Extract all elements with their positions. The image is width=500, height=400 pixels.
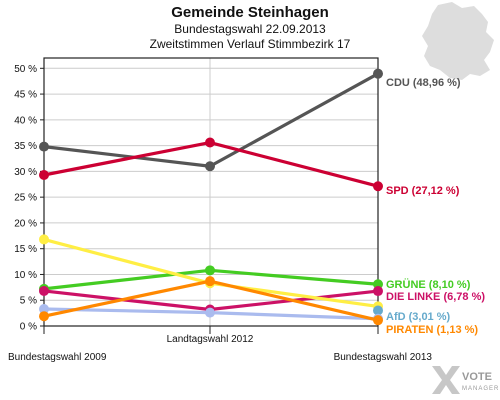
y-tick-label: 50 % <box>14 64 37 75</box>
data-point <box>39 303 49 314</box>
series-end-label: GRÜNE (8,10 %) <box>386 278 471 291</box>
x-tick-label: Landtagswahl 2012 <box>167 334 254 345</box>
chart-subtitle-description: Zweitstimmen Verlauf Stimmbezirk 17 <box>150 37 351 51</box>
data-point <box>39 141 49 152</box>
plot-area: 0 % 5 % 10 % 15 % 20 % 25 % 30 % 35 % 40 % 45 % 50… <box>8 57 485 363</box>
y-tick-label: 35 % <box>14 141 37 152</box>
y-tick-label: 15 % <box>14 244 37 255</box>
series-end-label: AfD (3,01 %) <box>386 311 451 323</box>
y-tick-label: 5 % <box>20 296 37 307</box>
plot-frame <box>43 57 379 327</box>
data-point <box>205 137 215 148</box>
y-tick-label: 45 % <box>14 90 37 101</box>
data-point <box>373 305 383 316</box>
y-tick-label: 0 % <box>20 322 37 333</box>
data-point <box>39 169 49 180</box>
y-tick-label: 30 % <box>14 167 37 178</box>
y-tick-label: 40 % <box>14 115 37 126</box>
data-point <box>373 181 383 192</box>
data-point <box>39 234 49 245</box>
chart-title: Gemeinde Steinhagen <box>171 4 329 21</box>
y-tick-label: 10 % <box>14 270 37 281</box>
series-end-label: SPD (27,12 %) <box>386 185 460 197</box>
logo-x-icon <box>432 366 460 394</box>
series-end-label: DIE LINKE (6,78 %) <box>386 291 485 303</box>
votemanager-logo: VOTE MANAGER <box>432 366 499 394</box>
data-point <box>373 68 383 79</box>
data-point <box>373 286 383 297</box>
chart-subtitle-date: Bundestagswahl 22.09.2013 <box>174 22 326 36</box>
logo-sub-text: MANAGER <box>462 386 499 392</box>
data-point <box>39 285 49 296</box>
series-end-label: CDU (48,96 %) <box>386 77 461 89</box>
data-point <box>373 315 383 326</box>
germany-map-icon <box>422 2 494 80</box>
data-point <box>205 265 215 276</box>
x-tick-label: Bundestagswahl 2013 <box>334 352 433 363</box>
series-end-label: PIRATEN (1,13 %) <box>386 324 478 336</box>
x-tick-label: Bundestagswahl 2009 <box>8 352 107 363</box>
data-point <box>205 161 215 172</box>
logo-main-text: VOTE <box>462 371 492 383</box>
data-point <box>205 307 215 318</box>
y-tick-label: 25 % <box>14 193 37 204</box>
data-point <box>205 276 215 287</box>
y-tick-label: 20 % <box>14 218 37 229</box>
data-point <box>39 311 49 322</box>
